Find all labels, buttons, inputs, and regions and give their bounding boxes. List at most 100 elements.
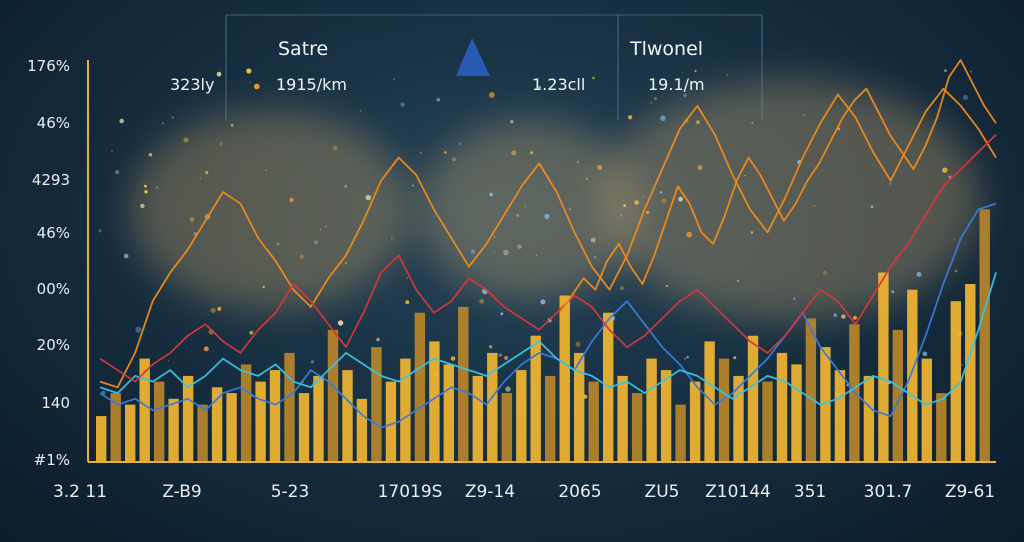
particle-dot <box>960 363 963 366</box>
data-bar <box>96 416 107 462</box>
particle-dot <box>592 76 595 80</box>
data-bar <box>863 375 875 462</box>
particle-dot <box>750 231 754 234</box>
triangle-icon <box>456 38 490 76</box>
particle-dot <box>853 315 857 320</box>
particle-dot <box>683 93 687 98</box>
particle-dot <box>111 150 113 152</box>
x-tick-label: Z-B9 <box>162 482 201 502</box>
data-bar <box>400 358 411 462</box>
particle-dot <box>962 94 969 100</box>
y-tick-label: 20% <box>37 336 70 354</box>
line-group <box>99 59 997 429</box>
particle-dot <box>686 355 689 359</box>
particle-dot <box>540 299 546 305</box>
data-bar <box>834 370 846 462</box>
particle-dot <box>216 71 222 77</box>
particle-dot <box>167 360 170 362</box>
data-bar <box>255 381 266 462</box>
data-bar <box>965 284 976 462</box>
x-tick-label: 2065 <box>558 482 601 502</box>
data-bar <box>820 347 831 462</box>
particle-dot <box>793 297 796 300</box>
data-bar <box>718 358 730 462</box>
particle-dot <box>344 185 348 188</box>
particle-dot <box>253 83 260 90</box>
particle-dot <box>148 152 153 157</box>
y-tick-label: 176% <box>27 57 70 75</box>
particle-dot <box>436 98 441 102</box>
x-axis-labels: 3.2 11 Z-B9 5-23 17019S Z9-14 2065 ZU5 Z10144 35… <box>53 482 995 502</box>
particle-dot <box>376 337 380 342</box>
particle-dot <box>337 320 344 326</box>
data-bar <box>298 393 310 462</box>
particle-dot <box>135 326 142 333</box>
particle-dot <box>694 69 697 73</box>
data-bar <box>327 329 339 462</box>
data-bar <box>487 352 498 462</box>
particle-dot <box>299 254 304 259</box>
particle-dot <box>359 109 362 112</box>
data-bar <box>125 404 136 462</box>
data-bar <box>371 347 382 462</box>
particle-dot <box>569 208 571 211</box>
particle-dot <box>538 85 541 89</box>
particle-dot <box>620 286 624 290</box>
x-tick-label: Z10144 <box>705 482 771 502</box>
data-bar <box>747 335 759 462</box>
header-panel-left: Satre 323ly 1915/km <box>170 38 347 94</box>
particle-dot <box>642 196 644 198</box>
particle-dot <box>620 214 623 217</box>
data-bar <box>646 358 657 462</box>
data-bar <box>443 364 454 462</box>
data-bar <box>574 352 585 462</box>
particle-dot <box>265 169 267 171</box>
data-bar <box>689 381 701 462</box>
panel-left-value-b: 1915/km <box>276 75 347 94</box>
data-bar <box>516 370 527 462</box>
header-frames <box>225 14 763 120</box>
particle-dot <box>249 330 254 335</box>
particle-dot <box>458 142 462 146</box>
particle-dot <box>544 213 550 220</box>
x-tick-label: Z9-61 <box>945 482 995 502</box>
x-tick-label: Z9-14 <box>465 482 515 502</box>
particle-dot <box>751 122 754 124</box>
data-bar <box>356 398 368 462</box>
particle-dot <box>289 197 294 203</box>
data-bar <box>110 393 121 462</box>
particle-dot <box>505 386 511 392</box>
particle-dot <box>470 249 476 254</box>
panel-left-value-a: 323ly <box>170 75 214 94</box>
particle-dot <box>524 206 527 208</box>
data-bar <box>631 393 643 462</box>
series-line <box>99 272 997 406</box>
particle-dot <box>504 355 509 360</box>
particle-dot <box>493 236 496 238</box>
data-bar <box>675 404 686 462</box>
particle-dot <box>393 78 395 80</box>
particle-dot <box>488 345 493 349</box>
data-bar <box>704 341 715 462</box>
particle-dot <box>489 192 494 197</box>
data-bar <box>197 404 208 462</box>
x-tick-label: 17019S <box>378 482 443 502</box>
data-bar <box>588 381 599 462</box>
particle-dot <box>310 360 315 364</box>
data-bar <box>791 364 802 462</box>
particle-dot <box>733 356 737 360</box>
data-bar <box>472 375 483 462</box>
data-bar <box>414 312 426 462</box>
particle-dot <box>684 357 687 360</box>
data-bar <box>458 306 469 462</box>
particle-dot <box>802 114 805 117</box>
particle-dot <box>217 306 222 311</box>
particle-dot <box>736 279 740 283</box>
data-bar <box>429 341 440 462</box>
series-line <box>559 59 997 314</box>
x-tick-label: 3.2 11 <box>53 482 107 502</box>
x-tick-label: 5-23 <box>271 482 310 502</box>
particle-dot <box>276 242 280 246</box>
particle-dot <box>889 182 892 185</box>
